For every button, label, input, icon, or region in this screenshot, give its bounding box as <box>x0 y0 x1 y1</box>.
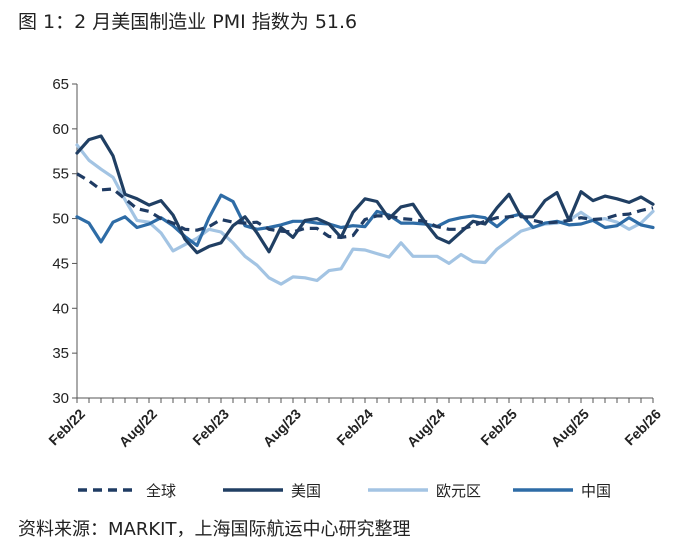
x-tick-label: Aug/24 <box>404 406 448 450</box>
x-tick-label: Feb/23 <box>189 406 232 449</box>
y-tick-label: 40 <box>52 300 69 317</box>
legend-label-0: 全球 <box>146 482 176 500</box>
x-tick-label: Aug/22 <box>116 406 160 450</box>
x-tick-label: Aug/25 <box>548 406 592 450</box>
x-axis: Feb/22 Aug/22 Feb/23 Aug/23 Feb/24 Aug/24 Feb/… <box>45 397 664 450</box>
legend-label-2: 欧元区 <box>436 482 481 500</box>
x-tick-label: Feb/26 <box>621 406 664 449</box>
y-tick-label: 30 <box>52 390 69 407</box>
y-axis: 30 35 40 45 50 55 60 65 <box>52 76 78 407</box>
y-tick-label: 65 <box>52 76 69 93</box>
legend-label-3: 中国 <box>581 482 611 500</box>
x-tick-label: Feb/24 <box>333 406 376 449</box>
legend-label-1: 美国 <box>291 482 321 500</box>
y-tick-label: 35 <box>52 345 69 362</box>
x-tick-label: Aug/23 <box>260 406 304 450</box>
x-tick-label: Feb/25 <box>477 406 520 449</box>
legend: 全球 美国 欧元区 中国 <box>78 482 611 500</box>
source-note: 资料来源：MARKIT，上海国际航运中心研究整理 <box>18 519 411 540</box>
series-line-1 <box>75 134 655 255</box>
y-tick-label: 50 <box>52 211 69 228</box>
chart-title: 图 1：2 月美国制造业 PMI 指数为 51.6 <box>18 11 358 33</box>
x-tick-label: Feb/22 <box>45 406 88 449</box>
series-layer <box>75 134 655 286</box>
y-tick-label: 45 <box>52 255 69 272</box>
y-tick-label: 60 <box>52 121 69 138</box>
series-line-0 <box>76 172 654 239</box>
y-tick-label: 55 <box>52 166 69 183</box>
